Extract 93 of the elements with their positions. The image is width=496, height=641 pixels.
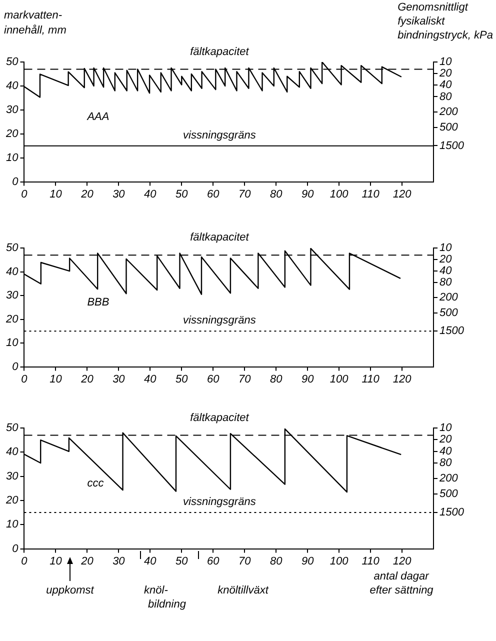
x-tick-label: 40	[144, 373, 158, 386]
x-tick-label: 40	[144, 555, 158, 568]
y2-tick-label: 500	[440, 488, 459, 500]
y2-axis-title: Genomsnittligt fysikaliskt bindningstryck, kPa	[398, 2, 494, 42]
y2-tick-label: 20	[438, 68, 453, 80]
y2-tick-label: 200	[438, 472, 459, 485]
y2-tick-label: 500	[440, 306, 459, 319]
ref-line-label: fältkapacitet	[190, 412, 250, 424]
x-tick-label: 60	[207, 188, 220, 200]
y2-tick-label: 10	[440, 242, 453, 254]
x-tick-label: 30	[112, 188, 126, 200]
x-tick-label: 30	[112, 373, 126, 386]
y-tick-label: 30	[6, 470, 20, 482]
x-tick-label: 80	[270, 373, 284, 386]
x-tick-label: 20	[80, 373, 94, 386]
y2-tick-label: 1500	[440, 325, 465, 338]
y-tick-label: 10	[6, 518, 20, 531]
x-tick-label: 10	[50, 555, 63, 568]
x-tick-label: 110	[362, 188, 380, 200]
y-tick-label: 40	[6, 266, 20, 278]
y-tick-label: 0	[12, 176, 20, 188]
y2-tick-label: 80	[440, 276, 453, 289]
x-tick-label: 70	[238, 373, 252, 386]
y-tick-label: 0	[12, 360, 20, 373]
y2-tick-label: 80	[440, 90, 453, 103]
y-tick-label: 50	[6, 242, 20, 254]
y-tick-label: 20	[4, 494, 20, 507]
y-axis-title: markvatten-innehåll, mm	[4, 10, 66, 37]
y2-tick-label: 1500	[440, 140, 465, 152]
x-tick-label: 10	[50, 188, 63, 200]
x-axis-title: antal dagar efter sättning	[370, 570, 434, 596]
x-tick-label: 40	[144, 188, 158, 200]
x-tick-label: 20	[80, 555, 94, 568]
x-tick-label: 30	[112, 555, 126, 568]
y2-tick-label: 200	[438, 106, 459, 118]
x-tick-label: 50	[176, 373, 189, 386]
x-tick-label: 0	[21, 373, 28, 386]
text: knöltillväxt	[218, 584, 270, 596]
y-tick-label: 40	[6, 80, 20, 92]
y-tick-label: 40	[6, 446, 20, 458]
y-tick-label: 20	[4, 313, 20, 326]
y2-tick-label: 40	[440, 445, 453, 458]
ref-line-label: fältkapacitet	[190, 46, 250, 58]
y-tick-label: 50	[6, 422, 20, 434]
x-tick-label: 120	[392, 188, 412, 200]
x-tick-label: 50	[176, 188, 189, 200]
y-tick-label: 50	[6, 56, 20, 68]
y-tick-label: 10	[6, 152, 20, 164]
x-tick-label: 100	[330, 555, 350, 568]
x-tick-label: 70	[238, 188, 252, 200]
y-tick-label: 20	[4, 128, 20, 140]
y2-tick-label: 20	[438, 434, 453, 446]
ref-line-label: vissningsgräns	[183, 314, 256, 327]
x-tick-label: 110	[362, 373, 380, 386]
y2-tick-label: 1500	[440, 506, 465, 518]
x-tick-label: 20	[80, 188, 94, 200]
y-tick-label: 0	[12, 542, 20, 555]
x-tick-label: 60	[207, 373, 220, 386]
x-tick-label: 80	[270, 188, 284, 200]
text: AAA	[86, 111, 110, 124]
text: ccc	[87, 478, 104, 490]
y2-tick-label: 40	[440, 265, 453, 278]
y2-tick-label: 200	[438, 292, 459, 304]
y2-tick-label: 40	[440, 79, 453, 92]
x-tick-label: 80	[270, 555, 284, 568]
x-tick-label: 120	[392, 555, 412, 568]
ref-line-label: vissningsgräns	[183, 129, 256, 142]
x-tick-label: 0	[21, 555, 28, 568]
y2-tick-label: 500	[440, 121, 459, 134]
ref-line-label: fältkapacitet	[190, 232, 250, 244]
text: BBB	[87, 296, 110, 309]
x-tick-label: 10	[50, 373, 63, 386]
x-tick-label: 90	[301, 373, 315, 386]
x-tick-label: 50	[176, 555, 189, 568]
y2-tick-label: 10	[440, 56, 453, 68]
x-tick-label: 0	[21, 188, 28, 200]
y2-tick-label: 80	[440, 457, 453, 470]
ref-line-label: vissningsgräns	[183, 496, 256, 508]
y2-tick-label: 20	[438, 254, 453, 266]
x-tick-label: 70	[238, 555, 252, 568]
y-tick-label: 30	[6, 104, 20, 116]
x-tick-label: 90	[301, 188, 315, 200]
y-tick-label: 10	[6, 337, 20, 350]
y-tick-label: 30	[6, 290, 20, 302]
text: knöl-bildning	[144, 584, 187, 610]
x-tick-label: 100	[330, 373, 350, 386]
y2-tick-label: 10	[440, 422, 453, 434]
x-tick-label: 90	[301, 555, 315, 568]
x-tick-label: 120	[392, 373, 412, 386]
x-tick-label: 100	[330, 188, 350, 200]
x-tick-label: 60	[207, 555, 220, 568]
text: uppkomst	[46, 584, 95, 596]
x-tick-label: 110	[362, 555, 380, 568]
